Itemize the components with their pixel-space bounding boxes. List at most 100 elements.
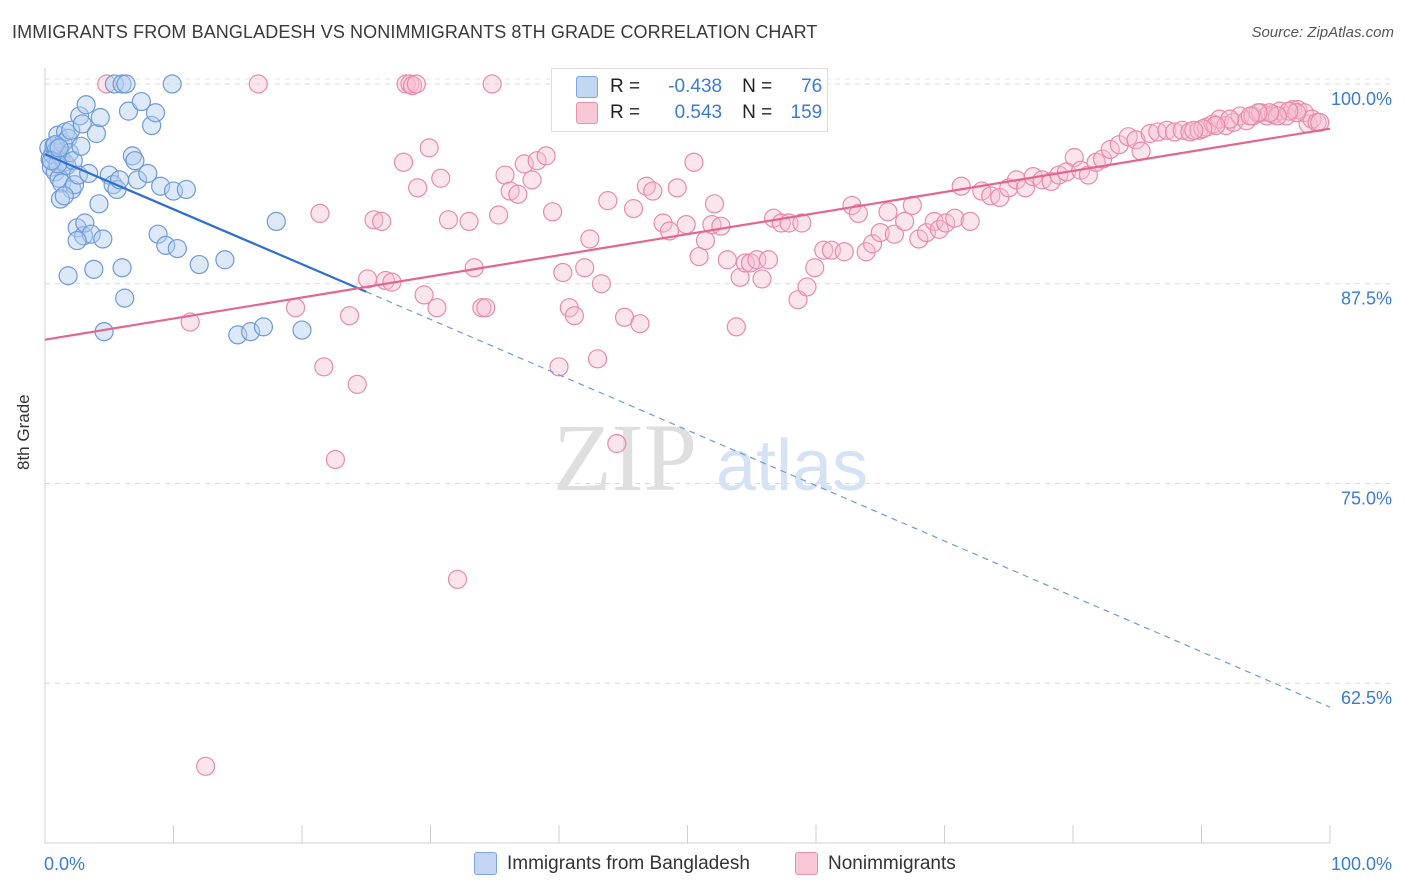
nonimmigrant-point xyxy=(870,222,890,243)
nonimmigrant-point xyxy=(419,138,439,158)
nonimmigrant-point xyxy=(1294,103,1314,123)
nonimmigrant-point xyxy=(587,349,608,369)
nonimmigrant-point xyxy=(676,214,696,235)
nonimmigrant-point xyxy=(623,199,644,219)
legend-item-nonimmigrants[interactable]: Nonimmigrants xyxy=(795,852,956,875)
nonimmigrant-point xyxy=(549,357,569,377)
stats-row-bangladesh: R = -0.438 N = 76 xyxy=(576,74,822,100)
nonimmigrant-point xyxy=(196,756,216,776)
nonimmigrant-point xyxy=(1279,101,1299,121)
nonimmigrant-point xyxy=(643,181,663,201)
bangladesh-point xyxy=(148,224,168,244)
nonimmigrant-point xyxy=(339,306,360,326)
nonimmigrant-point xyxy=(508,184,528,204)
nonimmigrant-point xyxy=(695,230,716,251)
bangladesh-point xyxy=(142,115,162,136)
stats-swatch-nonimmigrants xyxy=(576,102,598,124)
nonimmigrant-point xyxy=(752,269,772,289)
bangladesh-point xyxy=(138,163,158,184)
nonimmigrant-point xyxy=(438,210,459,230)
nonimmigrant-point xyxy=(393,152,414,172)
nonimmigrant-point xyxy=(598,191,618,211)
nonimmigrant-point xyxy=(575,258,595,278)
nonimmigrant-point xyxy=(730,267,750,287)
nonimmigrant-point xyxy=(1164,122,1185,142)
nonimmigrant-point xyxy=(522,170,542,190)
nonimmigrant-point xyxy=(607,433,627,454)
nonimmigrant-point xyxy=(735,253,755,273)
nonimmigrant-point xyxy=(414,285,434,305)
nonimmigrant-point xyxy=(459,211,479,232)
nonimmigrant-point xyxy=(1041,171,1061,192)
nonimmigrant-point xyxy=(689,246,709,267)
nonimmigrant-point xyxy=(684,152,704,172)
nonimmigrant-point xyxy=(314,357,334,377)
legend-label-nonimmigrants: Nonimmigrants xyxy=(828,852,956,874)
bangladesh-point xyxy=(104,74,124,94)
bangladesh-point xyxy=(125,151,145,171)
nonimmigrant-point xyxy=(427,298,447,318)
nonimmigrant-point xyxy=(717,250,737,270)
stats-box: R = -0.438 N = 76 R = 0.543 N = 159 xyxy=(551,68,828,132)
nonimmigrant-point xyxy=(536,146,556,166)
nonimmigrant-point xyxy=(960,211,980,232)
watermark-atlas: atlas xyxy=(716,426,868,506)
legend-label-bangladesh: Immigrants from Bangladesh xyxy=(507,852,750,874)
bangladesh-point xyxy=(75,213,95,233)
nonimmigrants-points xyxy=(97,74,1330,776)
bangladesh-point xyxy=(49,138,69,158)
nonimmigrant-point xyxy=(1157,120,1177,140)
nonimmigrant-point xyxy=(1260,103,1280,123)
legend-swatch-bangladesh xyxy=(474,852,497,875)
nonimmigrant-point xyxy=(747,250,767,270)
n-value: 159 xyxy=(790,102,823,123)
nonimmigrant-point xyxy=(630,314,650,334)
x-tick-label: 0.0% xyxy=(44,854,85,874)
nonimmigrant-point xyxy=(936,213,956,233)
bangladesh-point xyxy=(89,194,109,214)
r-label: R = xyxy=(610,102,641,123)
legend-item-bangladesh[interactable]: Immigrants from Bangladesh xyxy=(474,852,750,875)
bangladesh-point xyxy=(189,254,209,275)
nonimmigrant-point xyxy=(527,151,547,171)
bangladesh-point xyxy=(70,106,90,126)
bangladesh-point xyxy=(61,120,81,140)
nonimmigrant-point xyxy=(591,274,612,294)
nonimmigrants-trend-line xyxy=(44,127,1331,341)
bangladesh-point xyxy=(145,103,166,123)
nonimmigrant-point xyxy=(856,242,876,262)
nonimmigrant-point xyxy=(408,178,428,198)
nonimmigrant-point xyxy=(580,229,600,249)
nonimmigrant-point xyxy=(1184,120,1204,140)
nonimmigrant-point xyxy=(1126,130,1146,150)
bangladesh-point xyxy=(67,230,87,251)
nonimmigrant-point xyxy=(406,74,426,94)
nonimmigrant-point xyxy=(704,194,725,214)
bangladesh-point xyxy=(162,74,182,94)
nonimmigrant-point xyxy=(364,210,384,230)
bangladesh-point xyxy=(156,235,176,255)
nonimmigrant-point xyxy=(248,74,268,94)
nonimmigrant-point xyxy=(489,205,509,225)
bangladesh-point xyxy=(54,186,74,206)
nonimmigrant-point xyxy=(834,242,854,262)
nonimmigrant-point xyxy=(653,213,673,233)
r-value: -0.438 xyxy=(668,76,723,97)
bangladesh-point xyxy=(292,320,312,340)
bangladesh-point xyxy=(116,74,136,94)
nonimmigrant-point xyxy=(884,224,904,244)
y-tick-label: 62.5% xyxy=(1341,688,1392,708)
nonimmigrant-point xyxy=(1172,120,1192,140)
bangladesh-point xyxy=(93,229,113,249)
nonimmigrant-point xyxy=(951,176,971,196)
bangladesh-point xyxy=(71,136,91,156)
bangladesh-point xyxy=(176,179,196,200)
nonimmigrant-point xyxy=(999,178,1019,198)
bangladesh-point xyxy=(76,95,96,115)
nonimmigrant-point xyxy=(1140,123,1160,144)
bangladesh-point xyxy=(58,266,78,286)
bangladesh-point xyxy=(151,176,171,196)
stats-swatch-bangladesh xyxy=(576,76,598,98)
nonimmigrant-point xyxy=(1118,127,1138,147)
